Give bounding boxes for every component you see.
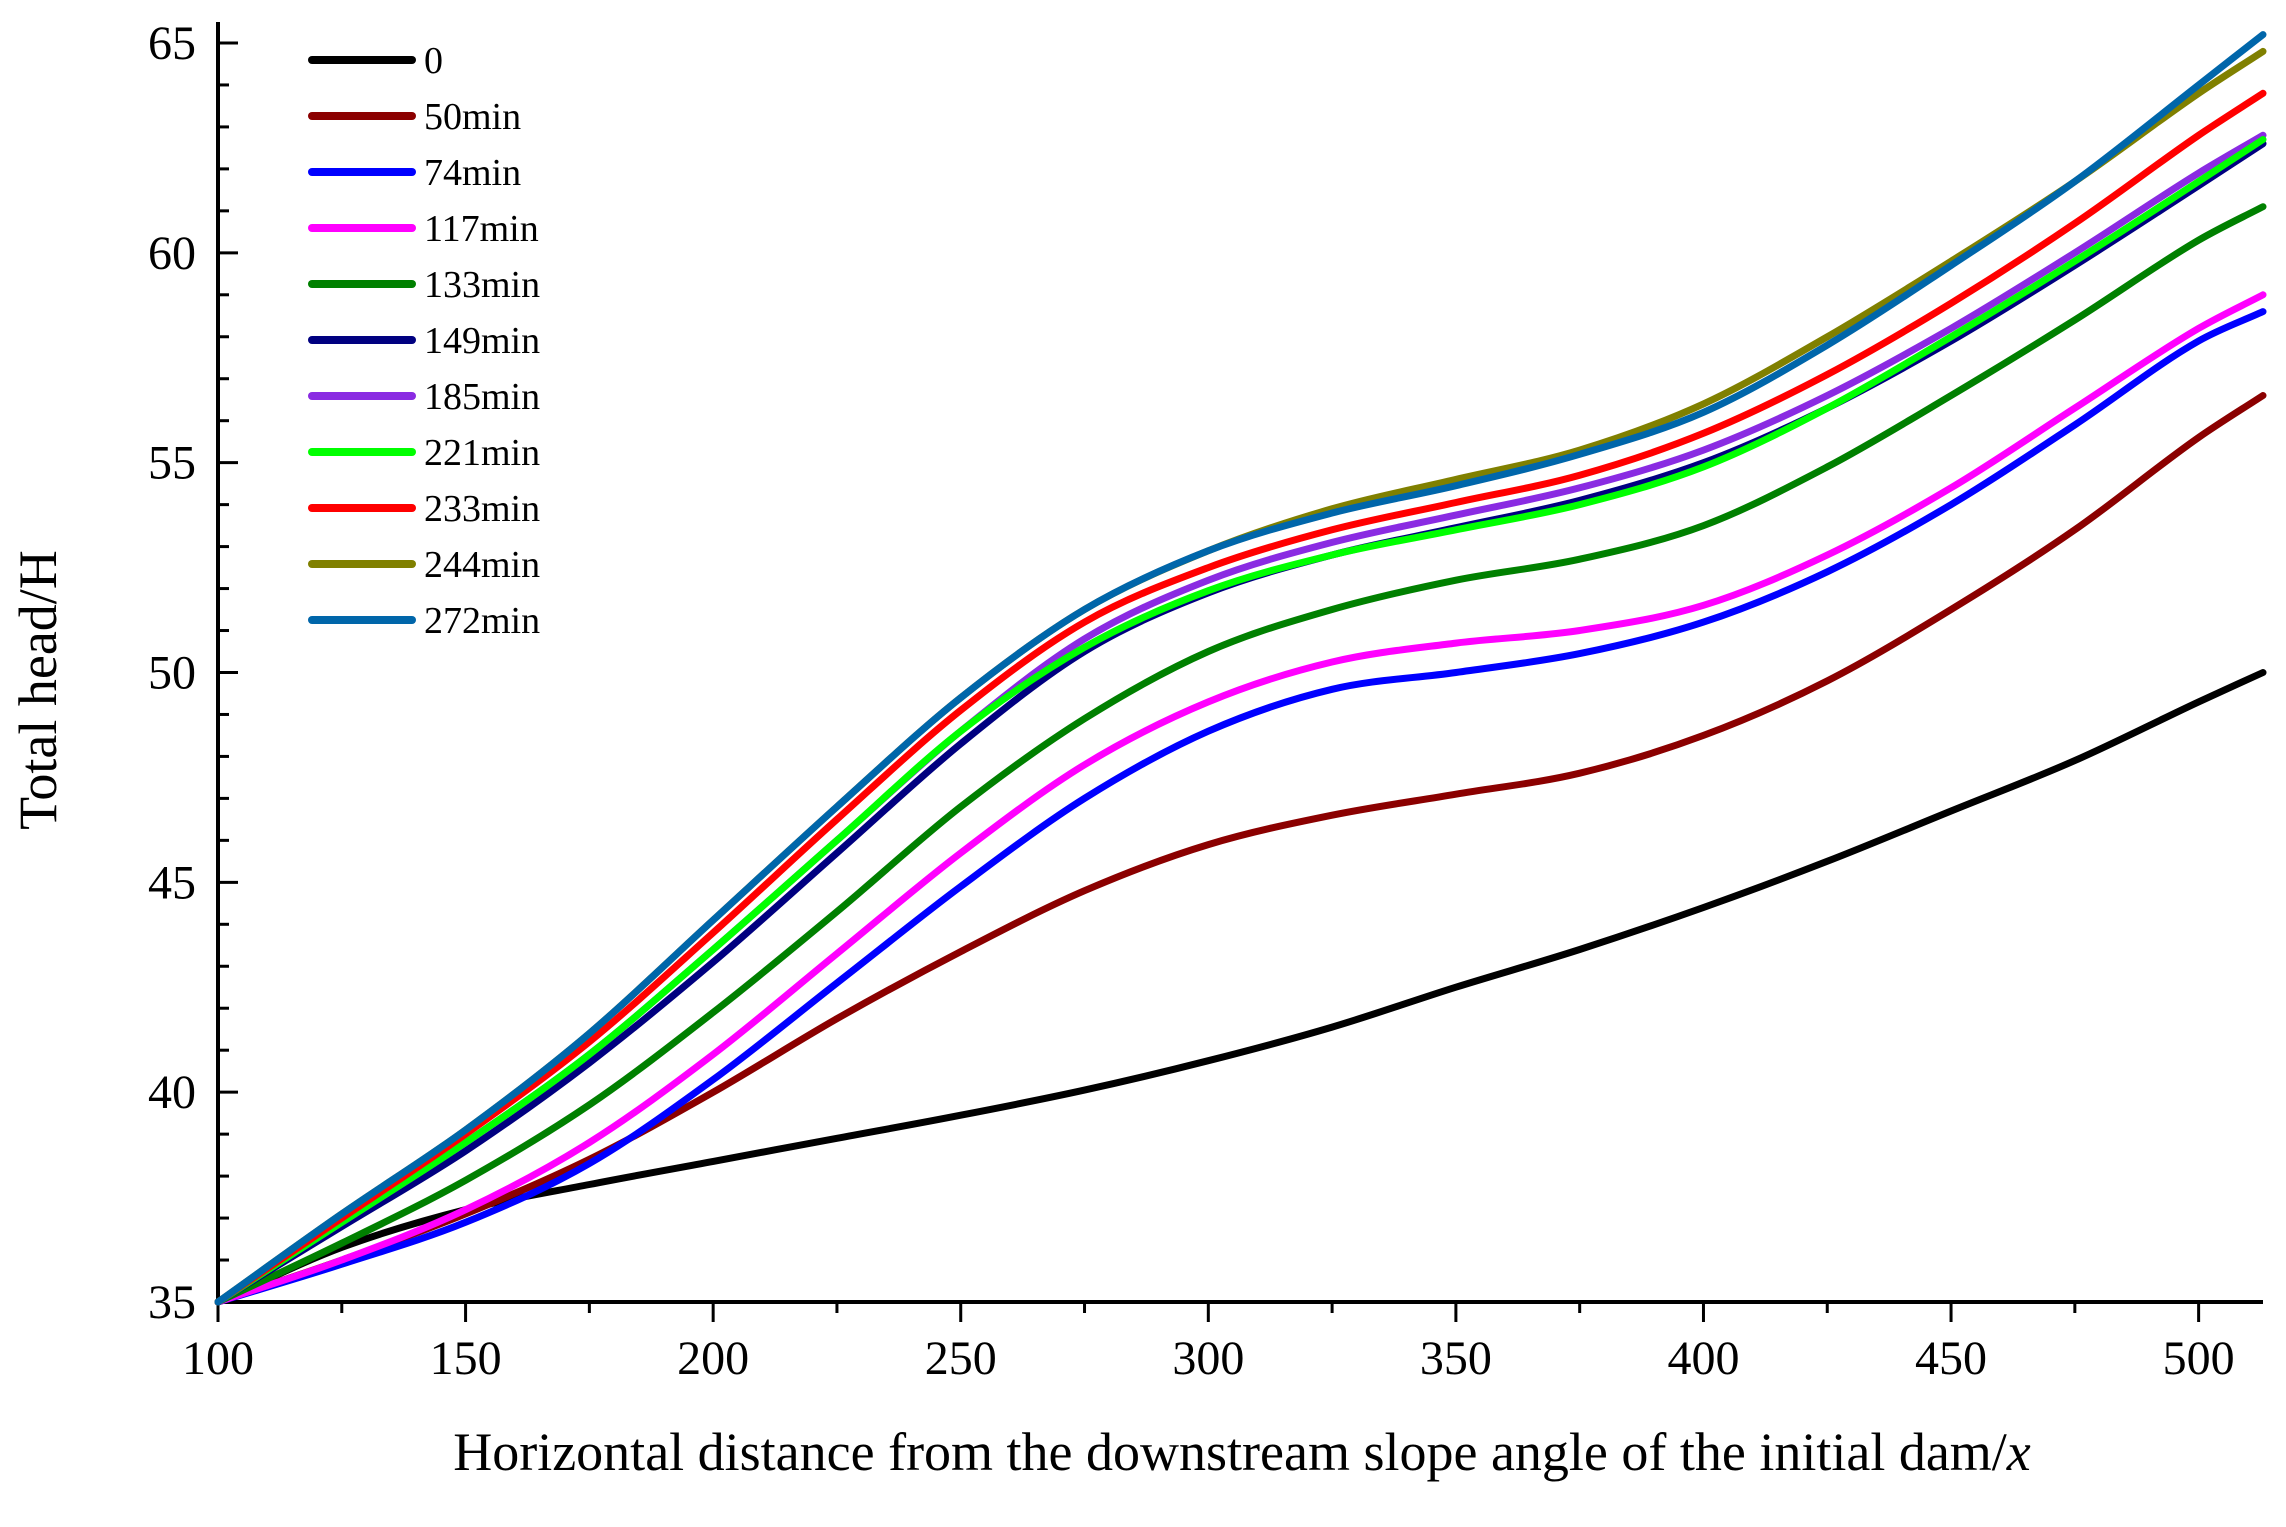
x-tick-label: 400 [1667, 1332, 1739, 1385]
x-tick-label: 200 [677, 1332, 749, 1385]
x-tick-label: 250 [925, 1332, 997, 1385]
series-line-233min [214, 89, 2267, 1306]
series-line-149min [214, 140, 2267, 1306]
y-tick-label: 60 [148, 227, 196, 280]
y-tick-label: 50 [148, 646, 196, 699]
y-axis-title: Total head/H [8, 550, 68, 830]
legend-label-185min: 185min [424, 376, 540, 418]
x-axis-title-main: Horizontal distance from the downstream … [453, 1422, 2007, 1482]
legend: 0 50min 74min 117min 133min 149min 185min 221mi… [308, 40, 540, 642]
series-line-117min [214, 291, 2267, 1306]
legend-label-221min: 221min [424, 432, 540, 474]
legend-label-233min: 233min [424, 488, 540, 530]
legend-label-149min: 149min [424, 320, 540, 362]
x-tick-label: 500 [2163, 1332, 2235, 1385]
series-line-50min [214, 392, 2267, 1306]
x-tick-label: 450 [1915, 1332, 1987, 1385]
series-lines [214, 31, 2267, 1306]
legend-label-244min: 244min [424, 544, 540, 586]
x-tick-label: 300 [1172, 1332, 1244, 1385]
legend-label-117min: 117min [424, 208, 539, 250]
series-line-133min [214, 203, 2267, 1306]
axes: 100 150 200 250 300 350 400 450 500 35 40 45 50 55 60 6… [148, 17, 2263, 1385]
legend-label-0: 0 [424, 40, 443, 82]
x-axis-title: Horizontal distance from the downstream … [453, 1422, 2031, 1482]
y-tick-label: 35 [148, 1276, 196, 1329]
series-line-74min [214, 308, 2267, 1306]
series-line-0 [214, 669, 2267, 1306]
x-tick-label: 150 [430, 1332, 502, 1385]
y-tick-label: 65 [148, 17, 196, 70]
legend-label-74min: 74min [424, 152, 521, 194]
legend-label-133min: 133min [424, 264, 540, 306]
legend-label-272min: 272min [424, 600, 540, 642]
y-tick-label: 40 [148, 1066, 196, 1119]
legend-label-50min: 50min [424, 96, 521, 138]
y-tick-label: 55 [148, 437, 196, 490]
x-tick-label: 350 [1420, 1332, 1492, 1385]
x-tick-label: 100 [182, 1332, 254, 1385]
y-tick-label: 45 [148, 856, 196, 909]
series-line-221min [214, 136, 2267, 1306]
x-axis-title-variable: x [2006, 1422, 2031, 1482]
series-line-272min [214, 31, 2267, 1306]
